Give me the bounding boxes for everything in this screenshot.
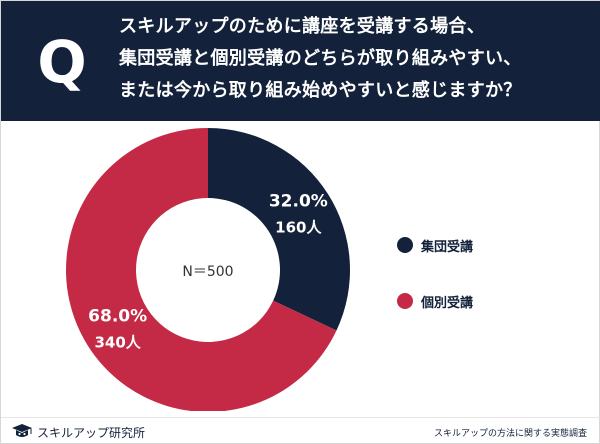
source-caption: スキルアップの方法に関する実態調査 (433, 429, 587, 439)
slice-percent-label-0: 32.0% (269, 192, 328, 212)
legend-swatch-group (397, 237, 413, 253)
legend-swatch-individual (397, 293, 413, 309)
donut-chart: 32.0% 160人 68.0% 340人 N＝500 (66, 128, 350, 411)
sample-size-label: N＝500 (182, 264, 233, 280)
legend-item-group: 集団受講 (397, 233, 473, 257)
legend-label-group: 集団受講 (421, 239, 474, 255)
chart-area: 32.0% 160人 68.0% 340人 N＝500 (1, 121, 600, 411)
legend: 集団受講 個別受講 (397, 233, 473, 345)
logo-text: スキルアップ研究所 (37, 425, 146, 440)
question-line-2: 集団受講と個別受講のどちらが取り組みやすい、 (119, 48, 522, 69)
graduation-cap-icon (12, 424, 32, 437)
q-badge: Q (37, 28, 87, 96)
question-line-3: または今から取り組み始めやすいと感じますか？ (119, 80, 522, 101)
slice-count-label-1: 340人 (95, 333, 142, 351)
footer: スキルアップ研究所 スキルアップの方法に関する実態調査 (1, 417, 600, 444)
donut-slice-1 (66, 128, 337, 411)
legend-item-individual: 個別受講 (397, 289, 473, 313)
donut-slice-0 (208, 128, 350, 331)
slice-percent-label-1: 68.0% (88, 306, 147, 326)
slice-count-label-0: 160人 (275, 219, 322, 237)
legend-label-individual: 個別受講 (421, 295, 474, 311)
brand-logo: スキルアップ研究所 (11, 423, 145, 441)
question-header: Q スキルアップのために講座を受講する場合、 集団受講と個別受講のどちらが取り組… (1, 1, 600, 121)
question-text: スキルアップのために講座を受講する場合、 集団受講と個別受講のどちらが取り組みや… (119, 11, 589, 107)
question-line-1: スキルアップのために講座を受講する場合、 (119, 16, 485, 37)
